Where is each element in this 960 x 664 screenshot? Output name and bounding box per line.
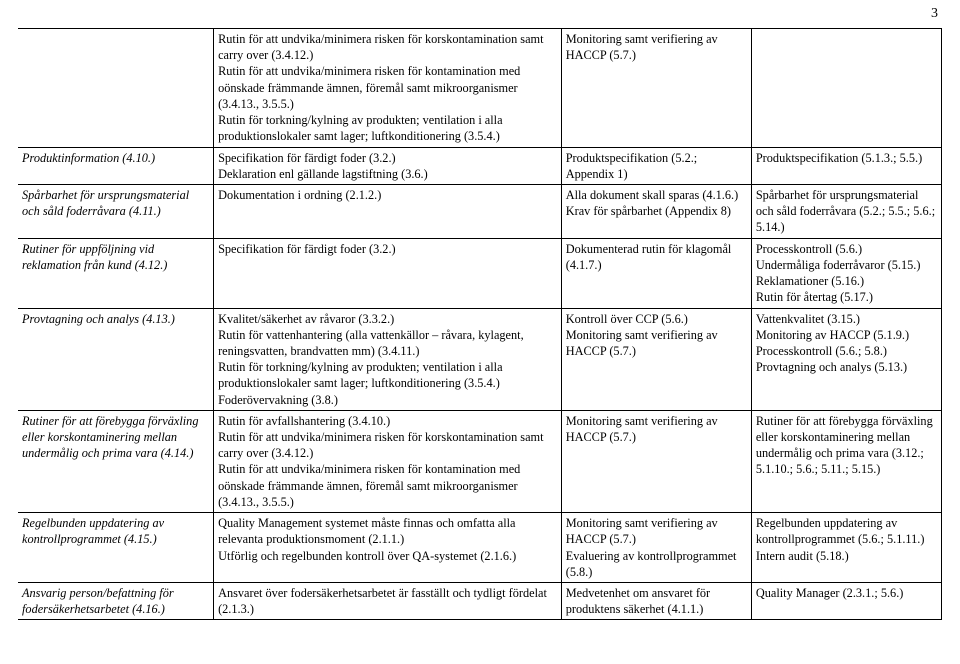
cell-c1: Ansvaret över fodersäkerhetsarbetet är f… [214,583,562,620]
cell-c0: Produktinformation (4.10.) [18,147,214,184]
cell-text: Medvetenhet om ansvaret för produktens s… [566,586,710,616]
table-row: Rutiner för att förebygga förväxling ell… [18,410,942,512]
table-row: Rutiner för uppföljning vid reklamation … [18,238,942,308]
cell-c2: Kontroll över CCP (5.6.)Monitoring samt … [561,308,751,410]
cell-c1: Dokumentation i ordning (2.1.2.) [214,184,562,238]
cell-text: Monitoring samt verifiering av HACCP (5.… [566,516,737,579]
cell-text: Dokumentation i ordning (2.1.2.) [218,188,381,202]
cell-c3 [751,29,941,148]
row-heading: Rutiner för att förebygga förväxling ell… [22,414,198,460]
cell-text: Alla dokument skall sparas (4.1.6.)Krav … [566,188,738,218]
row-heading: Produktinformation (4.10.) [22,151,155,165]
table-row: Ansvarig person/befattning för fodersäke… [18,583,942,620]
cell-c3: Vattenkvalitet (3.15.)Monitoring av HACC… [751,308,941,410]
cell-text: Vattenkvalitet (3.15.)Monitoring av HACC… [756,312,909,375]
cell-c0: Regelbunden uppdatering av kontrollprogr… [18,513,214,583]
cell-c2: Monitoring samt verifiering av HACCP (5.… [561,29,751,148]
cell-c2: Monitoring samt verifiering av HACCP (5.… [561,410,751,512]
table-row: Regelbunden uppdatering av kontrollprogr… [18,513,942,583]
cell-c3: Regelbunden uppdatering av kontrollprogr… [751,513,941,583]
cell-text: Kvalitet/säkerhet av råvaror (3.3.2.)Rut… [218,312,524,407]
cell-c3: Produktspecifikation (5.1.3.; 5.5.) [751,147,941,184]
cell-text: Kontroll över CCP (5.6.)Monitoring samt … [566,312,718,358]
cell-c1: Rutin för avfallshantering (3.4.10.)Ruti… [214,410,562,512]
cell-c3: Rutiner för att förebygga förväxling ell… [751,410,941,512]
cell-text: Rutin för avfallshantering (3.4.10.)Ruti… [218,414,543,509]
main-table: Rutin för att undvika/minimera risken fö… [18,28,942,620]
cell-text: Monitoring samt verifiering av HACCP (5.… [566,32,718,62]
cell-c3: Processkontroll (5.6.)Undermåliga foderr… [751,238,941,308]
cell-c1: Kvalitet/säkerhet av råvaror (3.3.2.)Rut… [214,308,562,410]
cell-c2: Monitoring samt verifiering av HACCP (5.… [561,513,751,583]
cell-c2: Produktspecifikation (5.2.; Appendix 1) [561,147,751,184]
cell-text: Monitoring samt verifiering av HACCP (5.… [566,414,718,444]
cell-text: Rutin för att undvika/minimera risken fö… [218,32,543,143]
table-row: Produktinformation (4.10.) Specifikation… [18,147,942,184]
row-heading: Spårbarhet för ursprungsmaterial och sål… [22,188,189,218]
cell-c0: Spårbarhet för ursprungsmaterial och sål… [18,184,214,238]
row-heading: Ansvarig person/befattning för fodersäke… [22,586,174,616]
cell-c2: Medvetenhet om ansvaret för produktens s… [561,583,751,620]
row-heading: Rutiner för uppföljning vid reklamation … [22,242,167,272]
cell-c0: Provtagning och analys (4.13.) [18,308,214,410]
table-row: Spårbarhet för ursprungsmaterial och sål… [18,184,942,238]
page: 3 Rutin för att undvika/minimera risken … [0,0,960,664]
cell-text: Quality Management systemet måste finnas… [218,516,516,562]
cell-c2: Alla dokument skall sparas (4.1.6.)Krav … [561,184,751,238]
cell-c0 [18,29,214,148]
cell-text: Specifikation för färdigt foder (3.2.) [218,242,396,256]
cell-text: Regelbunden uppdatering av kontrollprogr… [756,516,925,562]
row-heading: Regelbunden uppdatering av kontrollprogr… [22,516,164,546]
cell-text: Specifikation för färdigt foder (3.2.)De… [218,151,428,181]
cell-text: Processkontroll (5.6.)Undermåliga foderr… [756,242,921,305]
cell-c0: Rutiner för uppföljning vid reklamation … [18,238,214,308]
cell-text: Dokumenterad rutin för klagomål (4.1.7.) [566,242,732,272]
cell-text: Ansvaret över fodersäkerhetsarbetet är f… [218,586,547,616]
cell-c3: Quality Manager (2.3.1.; 5.6.) [751,583,941,620]
cell-c3: Spårbarhet för ursprungsmaterial och sål… [751,184,941,238]
cell-c2: Dokumenterad rutin för klagomål (4.1.7.) [561,238,751,308]
row-heading: Provtagning och analys (4.13.) [22,312,175,326]
cell-c1: Specifikation för färdigt foder (3.2.)De… [214,147,562,184]
cell-c0: Ansvarig person/befattning för fodersäke… [18,583,214,620]
cell-text: Quality Manager (2.3.1.; 5.6.) [756,586,904,600]
table-row: Provtagning och analys (4.13.) Kvalitet/… [18,308,942,410]
cell-text: Produktspecifikation (5.2.; Appendix 1) [566,151,698,181]
cell-text: Spårbarhet för ursprungsmaterial och sål… [756,188,935,234]
cell-text: Produktspecifikation (5.1.3.; 5.5.) [756,151,922,165]
cell-c1: Specifikation för färdigt foder (3.2.) [214,238,562,308]
cell-c1: Quality Management systemet måste finnas… [214,513,562,583]
cell-c0: Rutiner för att förebygga förväxling ell… [18,410,214,512]
cell-c1: Rutin för att undvika/minimera risken fö… [214,29,562,148]
page-number: 3 [931,6,938,22]
table-row: Rutin för att undvika/minimera risken fö… [18,29,942,148]
cell-text: Rutiner för att förebygga förväxling ell… [756,414,933,477]
